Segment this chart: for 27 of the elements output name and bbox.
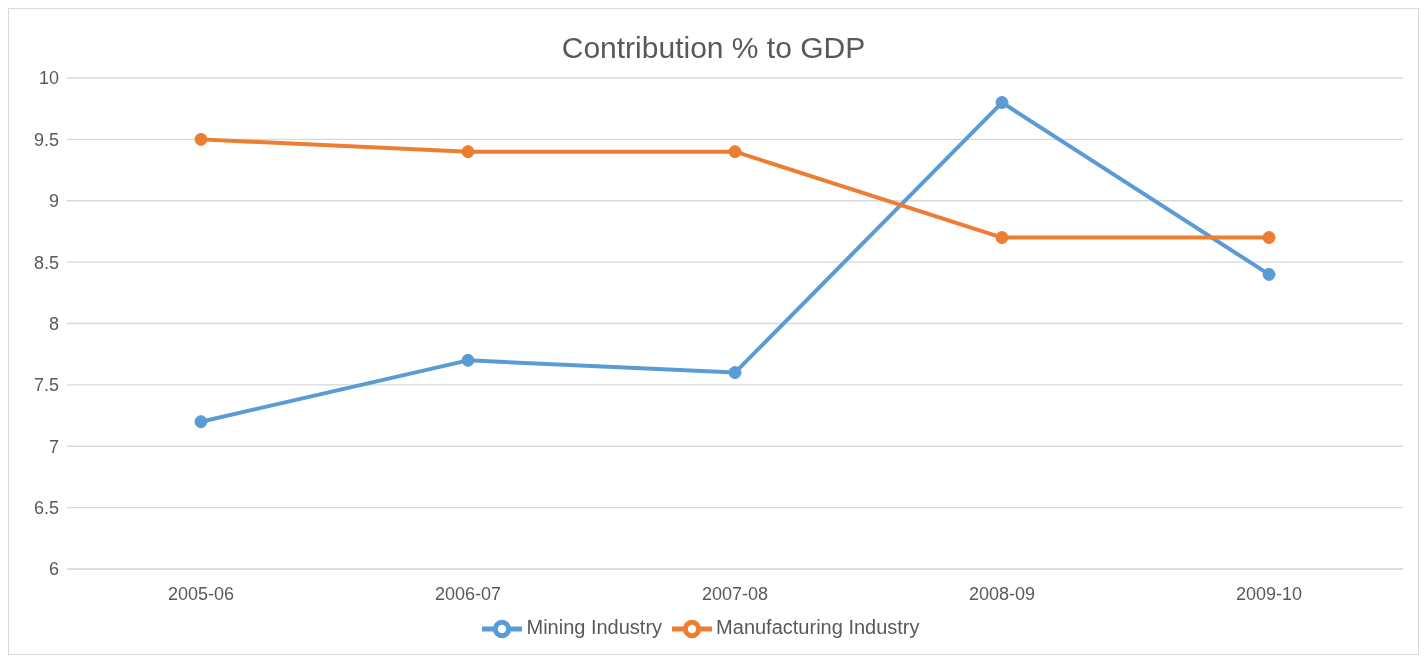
legend-label: Mining Industry <box>526 616 663 639</box>
y-tick-label: 9.5 <box>33 129 59 150</box>
y-tick-label: 7.5 <box>33 375 59 396</box>
x-tick-label: 2007-08 <box>701 583 769 604</box>
point <box>1262 231 1276 245</box>
x-tick-label: 2005-06 <box>167 583 235 604</box>
point <box>461 145 475 159</box>
x-tick-label: 2009-10 <box>1235 583 1303 604</box>
y-tick-label: 7 <box>48 436 59 457</box>
point <box>461 353 475 367</box>
point <box>995 231 1009 245</box>
point <box>1262 267 1276 281</box>
point <box>194 415 208 429</box>
chart-title: Contribution % to GDP <box>561 31 866 64</box>
y-tick-label: 10 <box>38 68 59 89</box>
point <box>728 145 742 159</box>
point <box>728 366 742 380</box>
point <box>995 96 1009 110</box>
y-tick-label: 9 <box>48 191 59 212</box>
y-tick-label: 6 <box>48 559 59 580</box>
x-tick-label: 2006-07 <box>434 583 502 604</box>
legend-label: Manufacturing Industry <box>716 616 920 639</box>
point <box>194 132 208 146</box>
y-tick-label: 6.5 <box>33 498 59 519</box>
y-tick-label: 8.5 <box>33 252 59 273</box>
y-tick-label: 8 <box>48 313 59 334</box>
x-tick-label: 2008-09 <box>968 583 1036 604</box>
